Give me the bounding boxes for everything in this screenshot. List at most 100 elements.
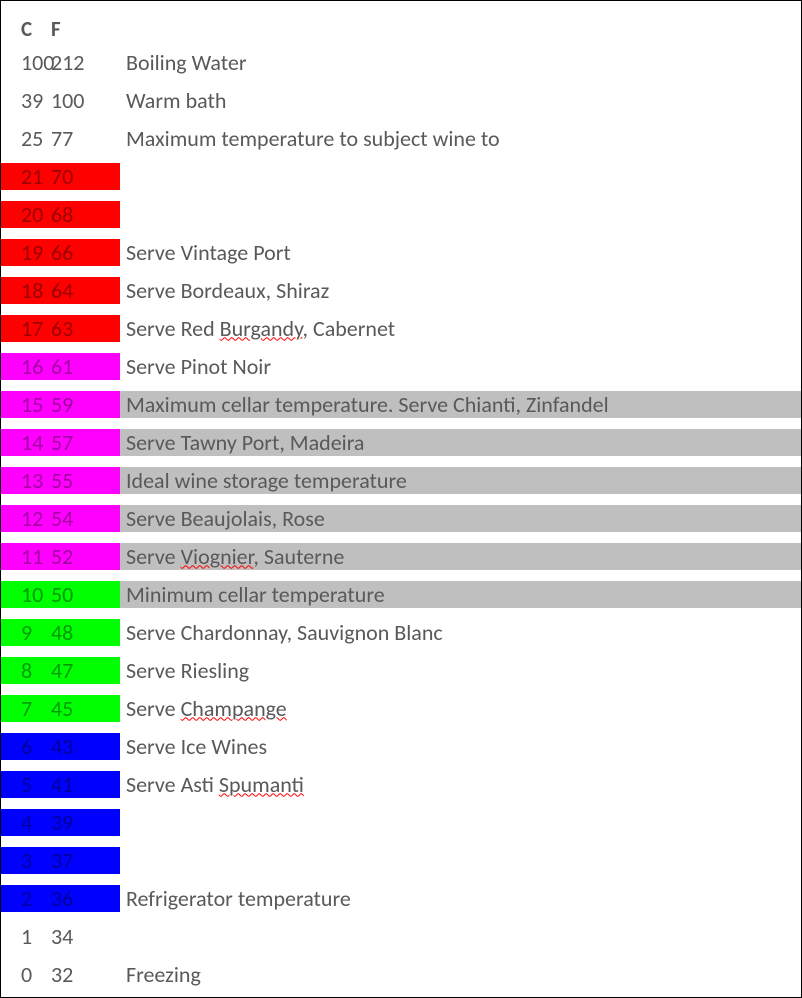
- table-header: C F: [1, 15, 801, 43]
- celsius-value: 18: [1, 277, 45, 304]
- celsius-value: 21: [1, 163, 45, 190]
- celsius-value: 7: [1, 695, 45, 722]
- celsius-value: 14: [1, 429, 45, 456]
- fahrenheit-value: 57: [45, 429, 120, 456]
- description: Serve Champange: [120, 695, 801, 722]
- fahrenheit-value: 36: [45, 885, 120, 912]
- header-celsius: C: [1, 16, 45, 42]
- celsius-value: 39: [1, 87, 45, 114]
- text-part: Serve Asti: [126, 771, 219, 798]
- temp-cols: 745: [1, 695, 120, 722]
- description: Freezing: [120, 961, 801, 988]
- celsius-value: 19: [1, 239, 45, 266]
- description: Serve Vintage Port: [120, 239, 801, 266]
- celsius-value: 20: [1, 201, 45, 228]
- table-row: 236Refrigerator temperature: [1, 879, 801, 917]
- temp-cols: 1864: [1, 277, 120, 304]
- table-row: 39100Warm bath: [1, 81, 801, 119]
- table-row: 1050Minimum cellar temperature: [1, 575, 801, 613]
- description: Ideal wine storage temperature: [120, 467, 801, 494]
- description: Serve Tawny Port, Madeira: [120, 429, 801, 456]
- fahrenheit-value: 41: [45, 771, 120, 798]
- description: Warm bath: [120, 87, 801, 114]
- celsius-value: 2: [1, 885, 45, 912]
- description: Minimum cellar temperature: [120, 581, 801, 608]
- temp-cols: 439: [1, 809, 120, 836]
- temp-cols: 1763: [1, 315, 120, 342]
- fahrenheit-value: 39: [45, 809, 120, 836]
- table-row: 1254Serve Beaujolais, Rose: [1, 499, 801, 537]
- temp-cols: 100212: [1, 49, 120, 76]
- description: Refrigerator temperature: [120, 885, 801, 912]
- table-row: 1661Serve Pinot Noir: [1, 347, 801, 385]
- fahrenheit-value: 212: [45, 49, 120, 76]
- temp-cols: 236: [1, 885, 120, 912]
- description: Serve Riesling: [120, 657, 801, 684]
- description: Serve Viognier, Sauterne: [120, 543, 801, 570]
- fahrenheit-value: 68: [45, 201, 120, 228]
- temp-cols: 643: [1, 733, 120, 760]
- celsius-value: 100: [1, 49, 45, 76]
- table-row: 1966Serve Vintage Port: [1, 233, 801, 271]
- fahrenheit-value: 55: [45, 467, 120, 494]
- text-part: Serve: [126, 543, 181, 570]
- text-part: Serve Red: [126, 315, 220, 342]
- temp-cols: 1355: [1, 467, 120, 494]
- table-row: 1355Ideal wine storage temperature: [1, 461, 801, 499]
- fahrenheit-value: 63: [45, 315, 120, 342]
- text-part: Serve: [126, 695, 181, 722]
- temp-cols: 1661: [1, 353, 120, 380]
- temp-cols: 1457: [1, 429, 120, 456]
- celsius-value: 15: [1, 391, 45, 418]
- celsius-value: 25: [1, 125, 45, 152]
- table-row: 847Serve Riesling: [1, 651, 801, 689]
- temp-cols: 541: [1, 771, 120, 798]
- table-body: 100212Boiling Water39100Warm bath2577Max…: [1, 43, 801, 993]
- fahrenheit-value: 50: [45, 581, 120, 608]
- table-row: 2577Maximum temperature to subject wine …: [1, 119, 801, 157]
- celsius-value: 1: [1, 923, 45, 950]
- description: Serve Pinot Noir: [120, 353, 801, 380]
- misspelled-word: Viognier: [181, 543, 254, 570]
- fahrenheit-value: 43: [45, 733, 120, 760]
- description: Maximum cellar temperature. Serve Chiant…: [120, 391, 801, 418]
- misspelled-word: Spumanti: [219, 771, 304, 798]
- temp-cols: 1152: [1, 543, 120, 570]
- table-row: 1559Maximum cellar temperature. Serve Ch…: [1, 385, 801, 423]
- celsius-value: 6: [1, 733, 45, 760]
- fahrenheit-value: 54: [45, 505, 120, 532]
- temp-cols: 1559: [1, 391, 120, 418]
- text-part: , Cabernet: [303, 315, 396, 342]
- temp-cols: 1254: [1, 505, 120, 532]
- celsius-value: 13: [1, 467, 45, 494]
- misspelled-word: Champange: [181, 695, 287, 722]
- fahrenheit-value: 52: [45, 543, 120, 570]
- description: Serve Beaujolais, Rose: [120, 505, 801, 532]
- temp-cols: 1966: [1, 239, 120, 266]
- celsius-value: 10: [1, 581, 45, 608]
- temperature-table: C F 100212Boiling Water39100Warm bath257…: [0, 0, 802, 998]
- fahrenheit-value: 37: [45, 847, 120, 874]
- misspelled-word: Burgandy: [220, 315, 303, 342]
- celsius-value: 4: [1, 809, 45, 836]
- table-row: 643Serve Ice Wines: [1, 727, 801, 765]
- fahrenheit-value: 47: [45, 657, 120, 684]
- table-row: 745Serve Champange: [1, 689, 801, 727]
- text-part: , Sauterne: [253, 543, 344, 570]
- temp-header-cols: C F: [1, 16, 120, 42]
- table-row: 2068: [1, 195, 801, 233]
- fahrenheit-value: 34: [45, 923, 120, 950]
- fahrenheit-value: 32: [45, 961, 120, 988]
- fahrenheit-value: 64: [45, 277, 120, 304]
- table-row: 1864Serve Bordeaux, Shiraz: [1, 271, 801, 309]
- fahrenheit-value: 48: [45, 619, 120, 646]
- celsius-value: 11: [1, 543, 45, 570]
- temp-cols: 2577: [1, 125, 120, 152]
- temp-cols: 134: [1, 923, 120, 950]
- description: Boiling Water: [120, 49, 801, 76]
- table-row: 2170: [1, 157, 801, 195]
- fahrenheit-value: 70: [45, 163, 120, 190]
- description: Maximum temperature to subject wine to: [120, 125, 801, 152]
- table-row: 032Freezing: [1, 955, 801, 993]
- temp-cols: 948: [1, 619, 120, 646]
